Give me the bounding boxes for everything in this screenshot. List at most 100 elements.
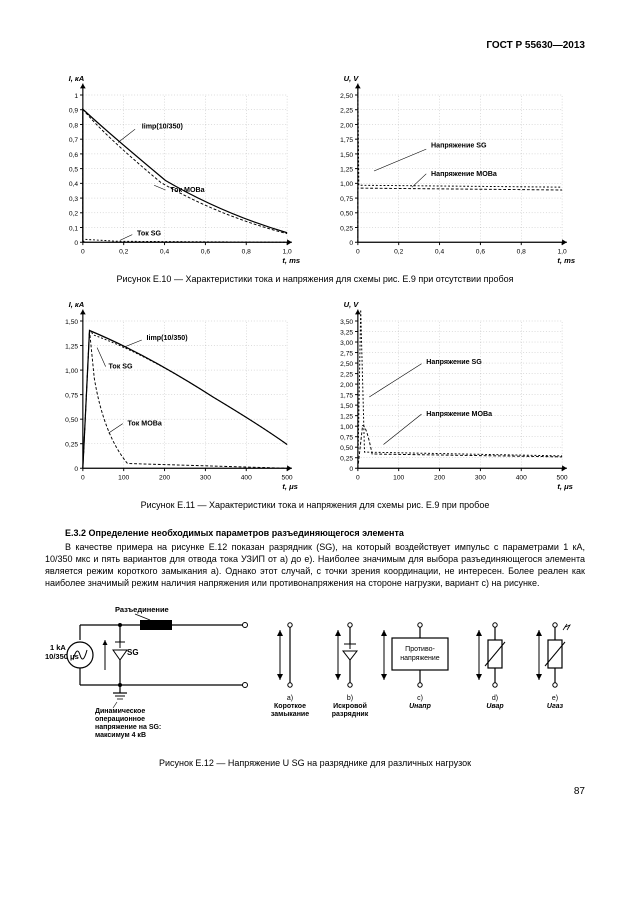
svg-text:1,75: 1,75	[340, 137, 353, 144]
svg-text:0,2: 0,2	[69, 211, 79, 218]
svg-text:разрядник: разрядник	[332, 711, 369, 718]
svg-text:2,00: 2,00	[340, 122, 353, 129]
svg-text:I, кА: I, кА	[69, 76, 85, 83]
svg-text:0: 0	[349, 466, 353, 473]
svg-text:замыкание: замыкание	[271, 711, 309, 718]
svg-text:200: 200	[159, 475, 170, 482]
svg-text:1,75: 1,75	[340, 392, 353, 399]
svg-text:Iimp(10/350): Iimp(10/350)	[142, 122, 184, 130]
svg-text:1,00: 1,00	[340, 181, 353, 188]
svg-text:1,25: 1,25	[340, 414, 353, 421]
svg-text:0,9: 0,9	[69, 108, 79, 115]
svg-text:1 kA: 1 kA	[50, 643, 66, 652]
svg-text:Разъединение: Разъединение	[115, 605, 169, 614]
doc-header: ГОСТ Р 55630—2013	[45, 40, 585, 51]
svg-text:а): а)	[287, 695, 293, 702]
svg-text:0,50: 0,50	[65, 417, 78, 424]
svg-text:400: 400	[516, 475, 527, 482]
svg-text:напряжение: напряжение	[400, 655, 440, 662]
caption-e11: Рисунок Е.11 — Характеристики тока и нап…	[45, 500, 585, 510]
svg-text:0,25: 0,25	[65, 442, 78, 449]
svg-text:3,25: 3,25	[340, 329, 353, 336]
svg-text:Ток SG: Ток SG	[109, 363, 134, 371]
svg-text:0: 0	[349, 240, 353, 247]
svg-text:Напряжение SG: Напряжение SG	[426, 358, 482, 366]
svg-text:U, V: U, V	[344, 76, 360, 83]
svg-text:0,75: 0,75	[340, 435, 353, 442]
svg-text:2,25: 2,25	[340, 371, 353, 378]
svg-text:0,8: 0,8	[517, 249, 527, 256]
chart-e11-right: 00,250,500,751,001,251,501,752,002,252,5…	[320, 302, 580, 492]
svg-text:SG: SG	[127, 648, 139, 657]
svg-text:1,0: 1,0	[282, 249, 292, 256]
svg-text:0: 0	[81, 249, 85, 256]
svg-text:2,50: 2,50	[340, 93, 353, 100]
svg-text:U, V: U, V	[344, 302, 360, 309]
svg-text:Ток МОВа: Ток МОВа	[128, 420, 162, 428]
svg-text:e): e)	[552, 695, 558, 702]
svg-text:0,3: 0,3	[69, 196, 79, 203]
svg-text:1: 1	[74, 93, 78, 100]
svg-text:Противо-: Противо-	[405, 646, 435, 653]
fig-e11-row: 00,250,500,751,001,251,50010020030040050…	[45, 302, 585, 492]
svg-text:0,6: 0,6	[476, 249, 486, 256]
svg-text:0,6: 0,6	[201, 249, 211, 256]
svg-text:1,0: 1,0	[557, 249, 567, 256]
svg-text:0: 0	[74, 466, 78, 473]
svg-text:максимум 4 кВ: максимум 4 кВ	[95, 732, 146, 739]
svg-text:Напряжение МОВа: Напряжение МОВа	[426, 410, 492, 418]
svg-text:0,2: 0,2	[119, 249, 129, 256]
caption-e12: Рисунок Е.12 — Напряжение U SG на разряд…	[45, 758, 585, 768]
svg-text:0,50: 0,50	[340, 445, 353, 452]
svg-text:0,25: 0,25	[340, 456, 353, 463]
section-heading: Е.3.2 Определение необходимых параметров…	[45, 528, 585, 538]
svg-text:0,7: 0,7	[69, 137, 79, 144]
chart-e11-left: 00,250,500,751,001,251,50010020030040050…	[45, 302, 305, 492]
svg-text:d): d)	[492, 695, 498, 702]
svg-text:Динамическое: Динамическое	[95, 708, 145, 715]
svg-text:400: 400	[241, 475, 252, 482]
svg-text:0,5: 0,5	[69, 166, 79, 173]
svg-text:операционное: операционное	[95, 716, 145, 723]
svg-text:0: 0	[356, 475, 360, 482]
svg-text:500: 500	[282, 475, 293, 482]
svg-text:100: 100	[118, 475, 129, 482]
svg-text:Ток МОВа: Ток МОВа	[170, 186, 204, 194]
svg-text:c): c)	[417, 695, 423, 702]
caption-e10: Рисунок Е.10 — Характеристики тока и нап…	[45, 274, 585, 284]
svg-text:0: 0	[356, 249, 360, 256]
svg-text:Ток SG: Ток SG	[137, 230, 162, 238]
svg-text:2,75: 2,75	[340, 350, 353, 357]
svg-text:200: 200	[434, 475, 445, 482]
svg-text:2,00: 2,00	[340, 382, 353, 389]
svg-text:Короткое: Короткое	[274, 703, 306, 710]
svg-text:300: 300	[200, 475, 211, 482]
svg-text:t, ms: t, ms	[282, 256, 300, 265]
svg-text:0,4: 0,4	[160, 249, 170, 256]
svg-text:0,75: 0,75	[340, 196, 353, 203]
svg-text:Искровой: Искровой	[333, 702, 367, 710]
svg-text:300: 300	[475, 475, 486, 482]
svg-text:3,50: 3,50	[340, 319, 353, 326]
svg-text:1,00: 1,00	[65, 368, 78, 375]
svg-text:2,50: 2,50	[340, 361, 353, 368]
svg-text:I, кА: I, кА	[69, 302, 85, 309]
svg-text:2,25: 2,25	[340, 108, 353, 115]
svg-text:0,8: 0,8	[69, 122, 79, 129]
svg-text:0,2: 0,2	[394, 249, 404, 256]
svg-text:0: 0	[81, 475, 85, 482]
svg-text:Uгаз: Uгаз	[547, 703, 564, 710]
svg-text:0,4: 0,4	[69, 181, 79, 188]
svg-text:Uвар: Uвар	[486, 703, 504, 710]
svg-text:0,50: 0,50	[340, 211, 353, 218]
svg-text:0,6: 0,6	[69, 152, 79, 159]
fig-e10-row: 00,10,20,30,40,50,60,70,80,9100,20,40,60…	[45, 76, 585, 266]
svg-text:0,4: 0,4	[435, 249, 445, 256]
svg-text:3,00: 3,00	[340, 340, 353, 347]
chart-e10-right: 00,250,500,751,001,251,501,752,002,252,5…	[320, 76, 580, 266]
svg-text:0,25: 0,25	[340, 225, 353, 232]
svg-text:Напряжение МОВа: Напряжение МОВа	[431, 170, 497, 178]
svg-text:1,00: 1,00	[340, 424, 353, 431]
svg-text:0,8: 0,8	[242, 249, 252, 256]
svg-text:Напряжение SG: Напряжение SG	[431, 141, 487, 149]
